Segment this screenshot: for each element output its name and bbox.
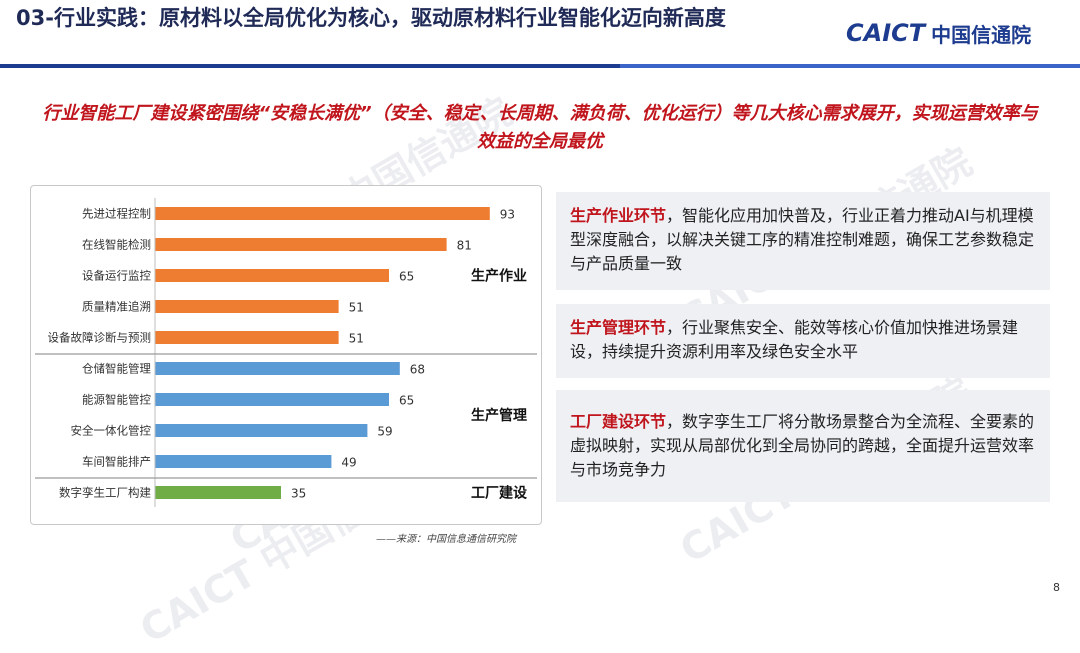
data-label: 81	[457, 239, 472, 253]
bar	[155, 486, 281, 499]
category-label: 质量精准追溯	[82, 300, 151, 314]
bar	[155, 238, 447, 251]
data-label: 59	[377, 425, 392, 439]
header-divider-accent	[620, 64, 1080, 68]
data-label: 49	[341, 456, 356, 470]
group-label: 生产管理	[471, 407, 527, 424]
bar	[155, 269, 389, 282]
card-factory-body: ，数字孪生工厂将分散场景整合为全流程、全要素的虚拟映射，实现从局部优化到全局协同…	[570, 412, 1035, 479]
card-factory-heading: 工厂建设环节	[570, 412, 667, 431]
data-label: 51	[349, 301, 364, 315]
data-label: 51	[349, 332, 364, 346]
card-production: 生产作业环节，智能化应用加快普及，行业正着力推动AI与机理模型深度融合，以解决关…	[556, 192, 1050, 290]
header-divider	[0, 64, 1080, 68]
card-production-body: ，智能化应用加快普及，行业正着力推动AI与机理模型深度融合，以解决关键工序的精准…	[570, 206, 1035, 273]
category-label: 设备运行监控	[82, 269, 151, 283]
page-title: 03-行业实践：原材料以全局优化为核心，驱动原材料行业智能化迈向新高度	[16, 6, 726, 30]
page-number: 8	[1053, 581, 1060, 594]
category-label: 设备故障诊断与预测	[48, 331, 152, 345]
category-label: 仓储智能管理	[82, 362, 151, 376]
caict-logo: CAICT 中国信通院	[846, 16, 1031, 50]
data-label: 65	[399, 270, 414, 284]
group-label: 生产作业	[471, 268, 527, 285]
card-management-body: ，行业聚焦安全、能效等核心价值加快推进场景建设，持续提升资源利用率及绿色安全水平	[570, 318, 1019, 361]
bar-chart: 先进过程控制 93 在线智能检测 81 设备运行监控 65 质量精准追溯 51 设备故障诊断与预…	[35, 198, 537, 507]
data-label: 35	[291, 487, 306, 501]
bar	[155, 424, 368, 437]
category-label: 车间智能排产	[82, 455, 151, 469]
group-label: 工厂建设	[471, 485, 528, 502]
bar	[155, 393, 389, 406]
data-label: 93	[500, 208, 515, 222]
category-label: 能源智能管控	[82, 393, 151, 407]
bar	[155, 362, 400, 375]
chart-source: ——来源：中国信息通信研究院	[376, 534, 516, 545]
category-label: 在线智能检测	[82, 238, 151, 252]
bar	[155, 300, 339, 313]
logo-chinese-text: 中国信通院	[931, 22, 1032, 47]
data-label: 65	[399, 394, 414, 408]
logo-caict-text: CAICT	[846, 19, 926, 47]
category-label: 安全一体化管控	[71, 424, 152, 438]
subtitle: 行业智能工厂建设紧密围绕“安稳长满优”（安全、稳定、长周期、满负荷、优化运行）等…	[42, 103, 1038, 152]
bar	[155, 207, 490, 220]
bar-chart-panel: 先进过程控制 93 在线智能检测 81 设备运行监控 65 质量精准追溯 51 设备故障诊断与预…	[30, 185, 542, 525]
category-label: 数字孪生工厂构建	[59, 486, 151, 500]
card-factory: 工厂建设环节，数字孪生工厂将分散场景整合为全流程、全要素的虚拟映射，实现从局部优…	[556, 390, 1050, 502]
card-management-heading: 生产管理环节	[570, 318, 667, 337]
data-label: 68	[410, 363, 425, 377]
bar	[155, 331, 339, 344]
bar	[155, 455, 332, 468]
card-management: 生产管理环节，行业聚焦安全、能效等核心价值加快推进场景建设，持续提升资源利用率及…	[556, 304, 1050, 378]
category-label: 先进过程控制	[82, 207, 151, 221]
card-production-heading: 生产作业环节	[570, 206, 667, 225]
